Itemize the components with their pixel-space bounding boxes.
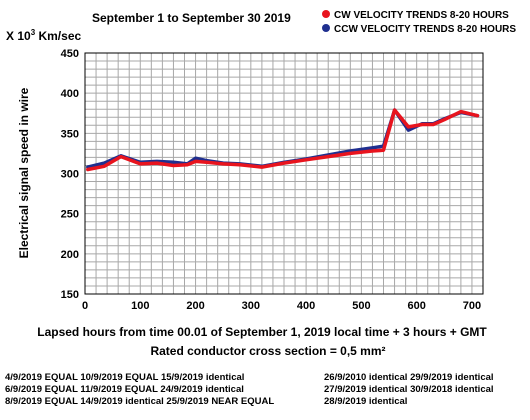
y-tick-label: 350 [61,128,79,140]
chart-series [86,108,480,172]
x-tick-label: 300 [242,300,260,312]
y-axis-label: Electrical signal speed in wire [17,87,31,258]
y-tick-label: 250 [61,209,79,221]
y-tick-label: 450 [61,48,79,60]
note-line: 26/9/2010 identical 29/9/2019 identical [324,372,494,383]
legend-marker [322,24,330,32]
chart-legend: CW VELOCITY TRENDS 8-20 HOURS CCW VELOCIT… [322,10,516,35]
note-line: 8/9/2019 EQUAL 14/9/2019 identical 25/9/… [5,396,275,407]
legend-label: CW VELOCITY TRENDS 8-20 HOURS [334,10,509,21]
note-line: 4/9/2019 EQUAL 10/9/2019 EQUAL 15/9/2019… [5,372,245,383]
identity-notes-left: 4/9/2019 EQUAL 10/9/2019 EQUAL 15/9/2019… [5,372,274,408]
y-tick-label: 300 [61,169,79,181]
plot-frame [84,52,484,295]
legend-label: CCW VELOCITY TRENDS 8-20 HOURS [334,24,516,35]
x-tick-label: 600 [407,300,425,312]
x-tick-label: 100 [131,300,149,312]
x-axis-label: Lapsed hours from time 00.01 of Septembe… [37,325,487,339]
identity-notes-right: 26/9/2010 identical 29/9/2019 identical … [324,372,494,408]
note-line: 28/9/2019 identical [324,396,408,407]
x-tick-label: 400 [297,300,315,312]
series-line-ccw [86,108,480,169]
x-tick-label: 0 [82,300,88,312]
chart-axes: 150 200 250 300 350 400 450 0 100 200 300 400 500 600… [61,48,484,312]
y-unit-label: X 103 Km/sec [6,28,81,43]
note-line: 6/9/2019 EQUAL 11/9/2019 EQUAL 24/9/2019… [5,384,244,395]
y-tick-label: 150 [61,289,79,301]
x-axis-label-2: Rated conductor cross section = 0,5 mm² [150,344,385,358]
x-tick-label: 500 [352,300,370,312]
chart-title: September 1 to September 30 2019 [92,11,291,25]
legend-marker [322,10,330,18]
x-tick-label: 700 [463,300,481,312]
y-tick-label: 200 [61,249,79,261]
note-line: 27/9/2019 identical 30/9/2018 identical [324,384,494,395]
series-line-cw [86,108,480,172]
x-tick-label: 200 [186,300,204,312]
chart-grid [84,52,484,295]
y-tick-label: 400 [61,88,79,100]
